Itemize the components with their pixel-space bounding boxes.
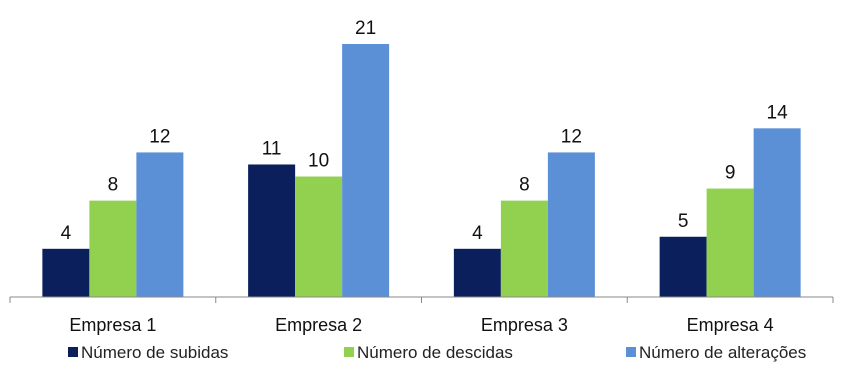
bar-3-series-2 bbox=[500, 200, 548, 297]
category-labels-group: Empresa 1 Empresa 2 Empresa 3 Empresa 4 bbox=[69, 315, 773, 335]
bars-group bbox=[42, 44, 801, 297]
bar-1-series-3 bbox=[136, 152, 184, 297]
legend-label-1: Número de subidas bbox=[81, 343, 228, 362]
data-label-1-series-1: 4 bbox=[61, 223, 72, 244]
bar-2-series-1 bbox=[248, 164, 296, 297]
data-label-3-series-3: 12 bbox=[561, 126, 582, 147]
legend: Número de subidas Número de descidas Númer… bbox=[68, 343, 806, 362]
legend-swatch-1 bbox=[68, 347, 78, 357]
bar-4-series-3 bbox=[753, 128, 801, 297]
bar-3-series-1 bbox=[453, 248, 501, 297]
x-axis bbox=[9, 296, 834, 303]
legend-label-2: Número de descidas bbox=[357, 343, 513, 362]
data-label-1-series-2: 8 bbox=[108, 175, 119, 196]
data-label-4-series-2: 9 bbox=[725, 163, 736, 184]
data-label-2-series-1: 11 bbox=[262, 138, 282, 159]
data-label-3-series-1: 4 bbox=[472, 223, 483, 244]
bar-3-series-3 bbox=[547, 152, 595, 297]
data-label-4-series-3: 14 bbox=[767, 102, 789, 123]
bar-4-series-1 bbox=[659, 236, 707, 297]
bar-1-series-2 bbox=[89, 200, 137, 297]
legend-label-3: Número de alterações bbox=[639, 343, 806, 362]
category-label-3: Empresa 3 bbox=[481, 315, 568, 335]
data-label-2-series-2: 10 bbox=[308, 151, 329, 172]
bar-2-series-2 bbox=[295, 176, 343, 297]
category-label-1: Empresa 1 bbox=[69, 315, 156, 335]
legend-swatch-3 bbox=[626, 347, 636, 357]
category-label-2: Empresa 2 bbox=[275, 315, 362, 335]
data-label-1-series-3: 12 bbox=[149, 126, 170, 147]
data-label-4-series-1: 5 bbox=[678, 211, 689, 232]
data-label-3-series-2: 8 bbox=[519, 175, 530, 196]
bar-4-series-2 bbox=[706, 188, 754, 297]
legend-swatch-2 bbox=[344, 347, 354, 357]
bar-2-series-3 bbox=[342, 44, 390, 297]
data-label-2-series-3: 21 bbox=[355, 18, 376, 39]
category-label-4: Empresa 4 bbox=[687, 315, 774, 335]
bar-1-series-1 bbox=[42, 248, 90, 297]
value-labels-group: 4 8 12 11 10 21 4 8 12 5 9 14 bbox=[61, 18, 789, 244]
